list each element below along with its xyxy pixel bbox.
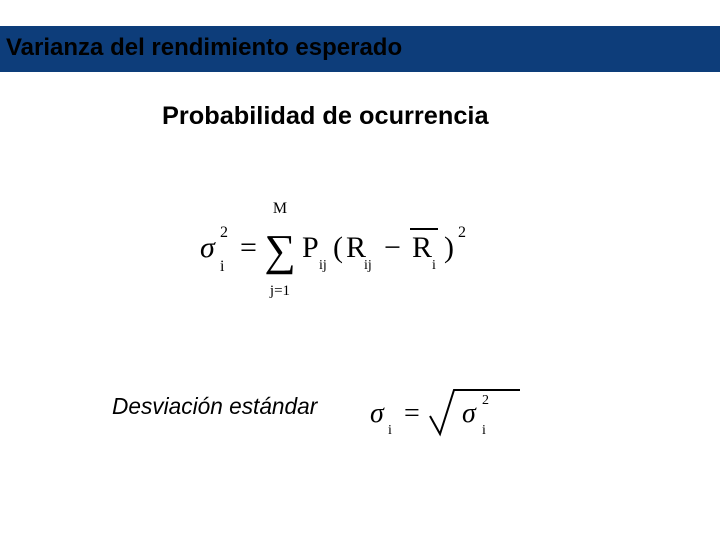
minus-sign: − (384, 231, 401, 264)
r-sub-ij: ij (364, 258, 372, 273)
rparen: ) (444, 231, 454, 264)
sigma-sup-2: 2 (220, 224, 228, 241)
variance-formula: σ i 2 = M ∑ j=1 P ij ( R ij − (200, 195, 520, 305)
std-sigma2: σ (462, 398, 477, 429)
std-dev-formula: σ i = σ i 2 (370, 382, 540, 442)
sum-lower: j=1 (269, 283, 290, 299)
p-sub-ij: ij (319, 258, 327, 273)
std-sigma: σ (370, 398, 385, 429)
subtitle-probability: Probabilidad de ocurrencia (162, 102, 489, 131)
sum-sign: ∑ (264, 226, 295, 275)
std-equals: = (404, 398, 420, 429)
std-sigma2-sup: 2 (482, 393, 489, 408)
title-bar: Varianza del rendimiento esperado (0, 26, 720, 72)
std-sigma-sub: i (388, 423, 392, 438)
equals-sign: = (240, 231, 257, 264)
lparen: ( (333, 231, 343, 264)
slide-title: Varianza del rendimiento esperado (6, 34, 402, 61)
slide: Varianza del rendimiento esperado Probab… (0, 0, 720, 540)
r-symbol: R (346, 231, 366, 264)
rbar-sub-i: i (432, 258, 436, 273)
std-sigma2-sub: i (482, 423, 486, 438)
std-dev-label: Desviación estándar (112, 393, 317, 420)
sigma-symbol: σ (200, 231, 216, 264)
sum-upper: M (273, 200, 287, 217)
p-symbol: P (302, 231, 319, 264)
paren-sup-2: 2 (458, 224, 466, 241)
rbar-symbol: R (412, 231, 432, 264)
sigma-sub-i: i (220, 258, 225, 275)
